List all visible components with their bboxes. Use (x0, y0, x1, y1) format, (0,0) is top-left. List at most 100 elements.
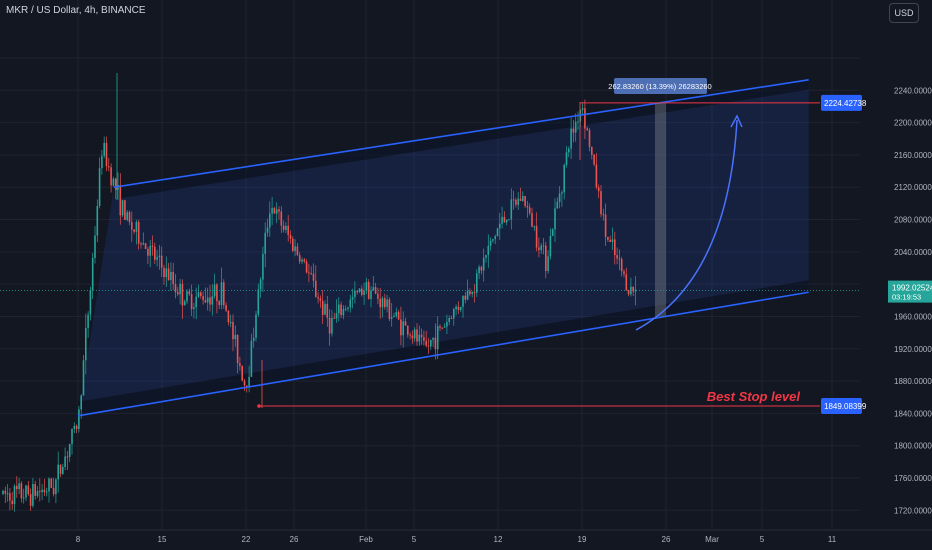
time-label: Feb (359, 535, 373, 544)
candle-body (485, 254, 487, 258)
candle-body (317, 296, 319, 299)
candle-body (27, 485, 30, 494)
current-price-label-bg (888, 280, 932, 303)
candle-body (620, 259, 623, 272)
candle-body (591, 146, 593, 155)
candle-body (112, 178, 115, 186)
candle-body (384, 298, 386, 307)
candle-body (193, 307, 195, 310)
candle-body (328, 317, 331, 334)
candle-body (331, 317, 333, 334)
candle-body (43, 489, 46, 493)
candle-body (94, 235, 96, 258)
candle-body (464, 295, 467, 300)
candle-body (68, 443, 71, 457)
candle-body (98, 168, 101, 207)
channel-lower-line[interactable] (77, 291, 809, 417)
candle-body (133, 229, 135, 232)
price-tick: 2240.00000 (894, 86, 932, 95)
candle-body (163, 267, 165, 278)
candle-body (512, 199, 515, 201)
candle-body (213, 284, 216, 297)
candle-body (131, 222, 133, 230)
candle-body (505, 219, 508, 223)
candle-body (443, 326, 446, 328)
candle-body (275, 209, 278, 214)
candle-body (607, 236, 609, 240)
channel-fill (78, 79, 809, 416)
time-label: 5 (412, 535, 417, 544)
candle-body (347, 307, 349, 309)
channel-upper-line[interactable] (113, 79, 809, 189)
measure-bar[interactable] (655, 102, 666, 317)
candle-body (128, 212, 131, 223)
candle-body (257, 289, 260, 315)
candle-body (167, 268, 170, 281)
candle-body (160, 255, 163, 268)
candle-body (271, 207, 273, 214)
stop-line-anchor[interactable] (257, 404, 261, 408)
candle-body (370, 290, 372, 299)
candle-body (216, 284, 218, 302)
candle-body (340, 304, 342, 316)
candle-body (499, 223, 501, 229)
candle-body (556, 201, 559, 209)
candle-body (377, 293, 379, 299)
candle-body (78, 409, 80, 429)
candle-body (252, 337, 255, 341)
candle-body (121, 200, 124, 216)
candle-body (20, 483, 23, 499)
currency-button[interactable]: USD (889, 3, 919, 23)
candle-body (423, 337, 425, 341)
time-label: 8 (76, 535, 81, 544)
candle-body (108, 166, 110, 168)
candle-body (156, 257, 158, 260)
candle-body (561, 192, 563, 194)
candle-body (338, 304, 340, 314)
price-tick: 1840.00000 (894, 409, 932, 418)
candle-body (395, 312, 398, 316)
candle-body (269, 213, 271, 228)
candle-body (82, 360, 85, 396)
candle-body (473, 292, 476, 294)
stop-label: 1849.08399 (824, 402, 867, 411)
candle-body (333, 317, 335, 319)
candle-body (227, 310, 230, 323)
candle-body (446, 321, 448, 327)
candle-body (528, 207, 531, 214)
candle-body (110, 167, 112, 186)
candle-body (85, 328, 87, 361)
candle-body (45, 491, 48, 493)
candle-body (574, 121, 577, 133)
candle-body (616, 255, 618, 259)
candle-body (183, 301, 186, 306)
candle-body (137, 221, 140, 244)
candle-body (305, 261, 308, 273)
candle-body (593, 154, 595, 165)
candle-body (538, 247, 540, 251)
candle-body (466, 291, 469, 300)
price-tick: 1800.00000 (894, 442, 932, 451)
candle-body (296, 246, 299, 255)
candle-body (234, 334, 237, 340)
price-tick: 2160.00000 (894, 151, 932, 160)
candle-body (439, 326, 441, 328)
candle-body (614, 239, 616, 256)
candle-body (50, 478, 53, 488)
candle-body (462, 295, 464, 307)
candle-body (459, 306, 462, 310)
candle-body (510, 199, 513, 220)
candle-body (248, 376, 250, 388)
candle-body (197, 292, 200, 297)
candle-body (34, 484, 36, 496)
candle-body (480, 266, 483, 271)
candle-body (202, 296, 204, 301)
candle-body (379, 298, 381, 308)
candle-body (503, 216, 506, 223)
candle-body (264, 232, 266, 254)
projection-arrow[interactable] (635, 114, 743, 331)
candle-body (117, 185, 119, 190)
price-tick: 2120.00000 (894, 183, 932, 192)
candle-body (96, 206, 99, 236)
